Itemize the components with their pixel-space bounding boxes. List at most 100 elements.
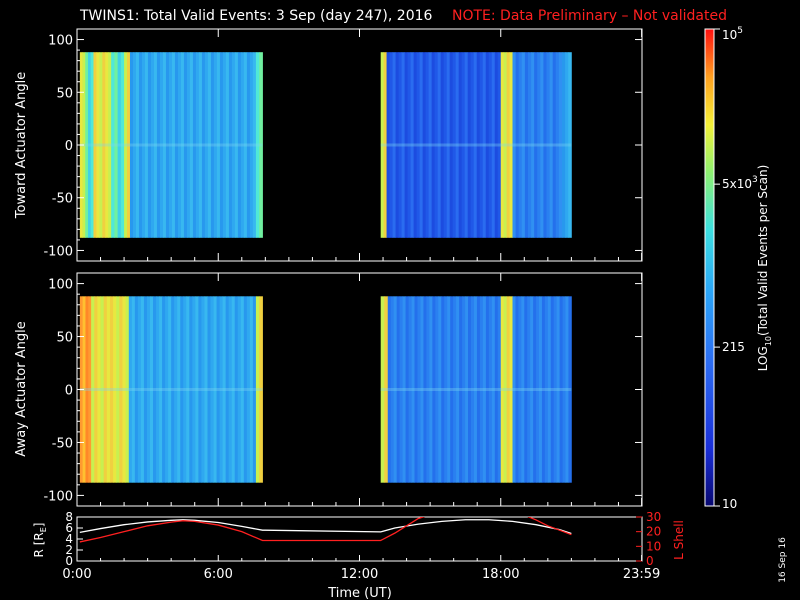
heatmap-cell (562, 296, 566, 483)
radius-line (79, 519, 572, 535)
heatmap-cell (225, 52, 230, 238)
heatmap-cell (228, 296, 233, 483)
heatmap-cell (404, 52, 408, 238)
heatmap-cell (559, 296, 563, 483)
panel-away: 100 50 0 -50 -100 Away Actuator Angle (14, 272, 643, 507)
heatmap-cell (482, 296, 487, 483)
footer-date: 16 Sep 16 (778, 537, 788, 583)
radius-tick-label: 8 (65, 510, 73, 524)
heatmap-cell (540, 52, 544, 238)
heatmap-cell (85, 52, 89, 238)
heatmap-cell (231, 52, 236, 238)
heatmap-cell (536, 296, 540, 483)
y-tick-label: 0 (65, 384, 73, 399)
heatmap-cell (497, 52, 502, 238)
heatmap-cell (116, 296, 120, 483)
heatmap-cell (464, 52, 469, 238)
heatmap-cell (506, 296, 510, 483)
heatmap-cell (537, 52, 541, 238)
y-tick-label: -100 (43, 244, 73, 259)
heatmap-cell (459, 296, 463, 483)
heatmap-cell (462, 296, 466, 483)
heatmap-cell (491, 52, 496, 238)
colorbar-tick-label: 5x103 (722, 175, 758, 191)
lshell-tick-label: 30 (646, 510, 661, 524)
heatmap-cell (449, 52, 454, 238)
x-ticks-away (76, 273, 643, 506)
heatmap-cell (171, 52, 176, 238)
heatmap-cell (165, 296, 169, 483)
heatmap-cell (515, 52, 520, 238)
heatmap-cell (561, 52, 566, 238)
heatmap-cell (524, 296, 528, 483)
heatmap-cell (527, 296, 531, 483)
heatmap-cell (426, 296, 430, 483)
heatmap-cell (259, 296, 263, 483)
heatmap-cell (153, 296, 157, 483)
heatmap-cell (494, 52, 499, 238)
heatmap-cell (547, 296, 552, 483)
heatmap-cell (456, 296, 460, 483)
heatmap-cell (162, 296, 166, 483)
radius-tick-label: 0 (65, 554, 73, 568)
heatmap-cell (546, 52, 550, 238)
heatmap-cell (198, 296, 202, 483)
heatmap-cell (183, 52, 188, 238)
heatmap-cell (380, 296, 385, 483)
heatmap-cell (93, 52, 97, 238)
heatmap-cell (419, 52, 424, 238)
heatmap-cell (252, 52, 257, 238)
heatmap-cell (473, 296, 478, 483)
heatmap-cell (461, 52, 466, 238)
heatmap-cell (132, 52, 137, 238)
heatmap-cell (138, 52, 143, 238)
heatmap-cell (471, 296, 475, 483)
heatmap-cell (113, 296, 117, 483)
heatmap-cell (156, 52, 161, 238)
heatmap-cell (249, 296, 254, 483)
heatmap-cell (437, 52, 442, 238)
zero-angle-stripe (79, 143, 263, 147)
heatmap-cell (259, 52, 263, 238)
heatmap-cell (473, 52, 478, 238)
zero-angle-stripe (380, 388, 572, 391)
y-label-toward: Toward Actuator Angle (14, 72, 29, 219)
heatmap-cell (114, 52, 119, 238)
heatmap-cell (106, 296, 111, 483)
heatmap-cell (568, 52, 572, 238)
radius-axis-label: R [RE] (32, 523, 48, 558)
heatmap-cell (108, 52, 112, 238)
heatmap-cell (174, 52, 179, 238)
heatmap-cell (144, 52, 149, 238)
heatmap-cell (387, 296, 392, 483)
heatmap-cell (125, 296, 130, 483)
heatmap-cell (207, 296, 211, 483)
colorbar-gradient (704, 28, 715, 507)
heatmap-cell (541, 296, 546, 483)
heatmap-cell (405, 296, 409, 483)
heatmap-cell (509, 52, 513, 238)
heatmap-cell (479, 52, 484, 238)
heatmap-cell (180, 296, 184, 483)
colorbar: 10 215 5x103 105 LOG10(Total Valid Events p… (704, 26, 773, 511)
heatmap-cell (527, 52, 532, 238)
heatmap-cell (447, 296, 451, 483)
heatmap-cell (494, 296, 499, 483)
heatmap-cell (237, 296, 242, 483)
lshell-tick-label: 20 (646, 525, 661, 539)
heatmap-cell (192, 52, 197, 238)
heatmap-cell (219, 296, 224, 483)
heatmap-cell (171, 296, 175, 483)
radius-tick-label: 4 (65, 532, 73, 546)
heatmap-cell (392, 52, 396, 238)
lshell-tick-label: 0 (646, 554, 654, 568)
heatmap-cell (234, 296, 239, 483)
colorbar-ticks: 10 215 5x103 105 (714, 26, 758, 511)
heatmap-cell (401, 52, 405, 238)
heatmap-cell (207, 52, 212, 238)
lshell-line (527, 517, 572, 536)
heatmap-cell (565, 52, 569, 238)
heatmap-cell (558, 52, 563, 238)
heatmap-cell (192, 296, 196, 483)
heatmap-cell (96, 52, 100, 238)
